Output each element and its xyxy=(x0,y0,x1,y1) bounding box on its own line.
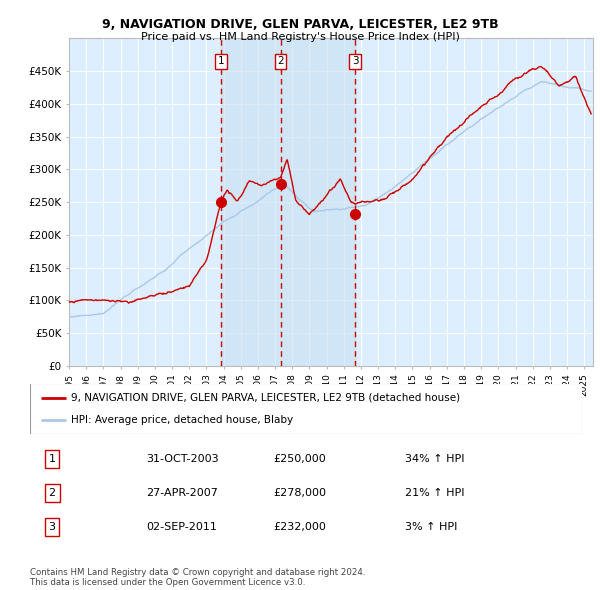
Text: 21% ↑ HPI: 21% ↑ HPI xyxy=(406,488,465,497)
Bar xyxy=(221,38,355,366)
Text: 2: 2 xyxy=(277,56,284,66)
Text: £232,000: £232,000 xyxy=(273,522,326,532)
Text: £250,000: £250,000 xyxy=(273,454,326,464)
Text: 34% ↑ HPI: 34% ↑ HPI xyxy=(406,454,465,464)
Text: 1: 1 xyxy=(49,454,56,464)
Text: Price paid vs. HM Land Registry's House Price Index (HPI): Price paid vs. HM Land Registry's House … xyxy=(140,32,460,42)
Text: 27-APR-2007: 27-APR-2007 xyxy=(146,488,218,497)
Text: 3% ↑ HPI: 3% ↑ HPI xyxy=(406,522,458,532)
Text: £278,000: £278,000 xyxy=(273,488,326,497)
Text: 02-SEP-2011: 02-SEP-2011 xyxy=(146,522,217,532)
Text: Contains HM Land Registry data © Crown copyright and database right 2024.
This d: Contains HM Land Registry data © Crown c… xyxy=(30,568,365,587)
Text: 3: 3 xyxy=(352,56,359,66)
Text: 3: 3 xyxy=(49,522,56,532)
Text: 31-OCT-2003: 31-OCT-2003 xyxy=(146,454,218,464)
Text: 9, NAVIGATION DRIVE, GLEN PARVA, LEICESTER, LE2 9TB (detached house): 9, NAVIGATION DRIVE, GLEN PARVA, LEICEST… xyxy=(71,392,461,402)
Text: HPI: Average price, detached house, Blaby: HPI: Average price, detached house, Blab… xyxy=(71,415,293,425)
Text: 2: 2 xyxy=(49,488,56,497)
Text: 9, NAVIGATION DRIVE, GLEN PARVA, LEICESTER, LE2 9TB: 9, NAVIGATION DRIVE, GLEN PARVA, LEICEST… xyxy=(101,18,499,31)
Text: 1: 1 xyxy=(217,56,224,66)
